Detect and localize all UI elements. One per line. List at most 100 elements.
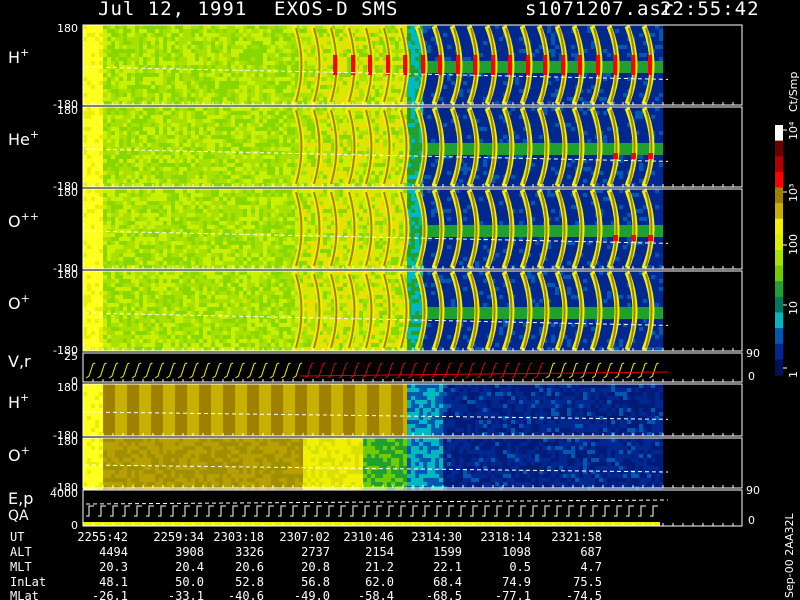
panel-label-sup: ++ (21, 210, 39, 223)
y-max-label: 180 (57, 381, 78, 394)
colorbar-tick-label: 10⁴ (787, 121, 800, 140)
side-note: Sep-00 2AA32L (783, 513, 796, 598)
y-max-label: 180 (57, 104, 78, 117)
y-max-label: 180 (57, 268, 78, 281)
x-axis-row-label: UT (10, 530, 24, 544)
x-axis-value: 20.3 (99, 560, 128, 574)
x-axis-value: 2310:46 (343, 530, 394, 544)
colorbar-swatch (775, 266, 783, 282)
colorbar: 10⁴ 10³ 100 10 1 (775, 121, 800, 378)
x-axis-value: 2259:34 (153, 530, 204, 544)
x-axis-value: 2307:02 (279, 530, 330, 544)
colorbar-swatch (775, 188, 783, 204)
x-axis-value: 4494 (99, 545, 128, 559)
panel-label: E,p (8, 489, 33, 508)
colorbar-swatch (775, 281, 783, 297)
x-axis-value: 0.5 (509, 560, 531, 574)
panel-label: O++ (8, 210, 39, 231)
x-axis-value: 2154 (365, 545, 394, 559)
x-axis-value: 75.5 (573, 575, 602, 589)
x-axis-value: 1098 (502, 545, 531, 559)
right-axis-bottom: 0 (748, 514, 755, 527)
y-max-label: 25 (64, 350, 78, 363)
x-axis-value: 68.4 (433, 575, 462, 589)
x-axis-value: 21.2 (365, 560, 394, 574)
x-axis-value: -40.6 (228, 589, 264, 600)
x-axis-value: 74.9 (502, 575, 531, 589)
x-axis-value: -68.5 (426, 589, 462, 600)
colorbar-swatch (775, 359, 783, 375)
x-axis-value: 3908 (175, 545, 204, 559)
x-axis-value: 20.4 (175, 560, 204, 574)
y-max-label: 4000 (50, 487, 78, 500)
colorbar-swatch (775, 234, 783, 250)
x-axis-value: 56.8 (301, 575, 330, 589)
x-axis-value: -74.5 (566, 589, 602, 600)
x-axis-value: 3326 (235, 545, 264, 559)
x-axis-value: -49.0 (294, 589, 330, 600)
x-axis-value: 4.7 (580, 560, 602, 574)
panel-label: H+ (8, 46, 29, 67)
colorbar-swatch (775, 328, 783, 344)
x-axis-value: -26.1 (92, 589, 128, 600)
y-max-label: 180 (57, 186, 78, 199)
x-axis-value: 2303:18 (213, 530, 264, 544)
y-max-label: 180 (57, 22, 78, 35)
data-file-name: s1071207.asr (525, 0, 674, 20)
panel-label-sup: + (30, 128, 39, 141)
colorbar-swatch (775, 344, 783, 360)
panel-label-base: O (8, 212, 21, 231)
x-axis-value: 687 (580, 545, 602, 559)
panel-label-sup: + (21, 292, 30, 305)
colorbar-tick-label: 1 (787, 371, 800, 378)
x-axis-value: 2318:14 (480, 530, 531, 544)
x-axis-value: 20.6 (235, 560, 264, 574)
plot-time: 22:55:42 (660, 0, 760, 20)
x-axis-row-label: ALT (10, 545, 32, 559)
x-axis-value: -77.1 (495, 589, 531, 600)
colorbar-swatch (775, 156, 783, 172)
x-axis-value: 2255:42 (77, 530, 128, 544)
colorbar-tick-label: 100 (787, 234, 800, 255)
x-axis-value: 1599 (433, 545, 462, 559)
colorbar-swatch (775, 141, 783, 157)
panel-label-base: O (8, 294, 21, 313)
right-axis-top: 90 (746, 347, 760, 360)
colorbar-swatch (775, 219, 783, 235)
colorbar-swatch (775, 125, 783, 141)
x-axis-value: 50.0 (175, 575, 204, 589)
panel-label-sup: + (20, 46, 29, 59)
x-axis-value: 22.1 (433, 560, 462, 574)
x-axis-value: -33.1 (168, 589, 204, 600)
colorbar-tick-label: 10³ (787, 184, 800, 202)
colorbar-swatch (775, 203, 783, 219)
panel-label: He+ (8, 128, 39, 149)
x-axis-row-label: MLat (10, 589, 39, 600)
plot-date: Jul 12, 1991 (98, 0, 247, 20)
instrument-name: EXOS-D SMS (274, 0, 398, 20)
colorbar-swatch (775, 313, 783, 329)
panel-label-base: O (8, 446, 21, 465)
right-axis-top: 90 (746, 484, 760, 497)
right-axis-bottom: 0 (748, 370, 755, 383)
colorbar-tick-label: 10 (787, 301, 800, 315)
x-axis-value: -58.4 (358, 589, 394, 600)
panel-label: H+ (8, 391, 29, 412)
x-axis-value: 2321:58 (551, 530, 602, 544)
colorbar-unit-label: Ct/Smp (787, 72, 800, 112)
panel-label-base: V,r (8, 352, 31, 371)
x-axis-table: UT 2255:42 2259:34 2303:18 2307:02 2310:46 231… (10, 530, 602, 600)
y-max-label: 180 (57, 435, 78, 448)
colorbar-swatch (775, 250, 783, 266)
panel-label-sup: + (21, 444, 30, 457)
x-axis-value: 20.8 (301, 560, 330, 574)
panel-label-sup: + (20, 391, 29, 404)
x-axis-row-label: MLT (10, 560, 32, 574)
